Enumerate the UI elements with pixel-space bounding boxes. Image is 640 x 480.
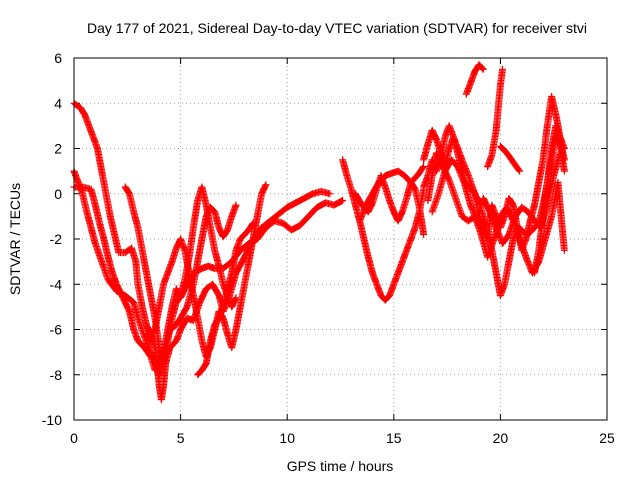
x-axis-label: GPS time / hours xyxy=(287,458,394,474)
sdtvar-points xyxy=(70,61,568,404)
data-points xyxy=(70,61,568,404)
x-tick-label: 0 xyxy=(70,430,78,446)
y-axis-label: SDTVAR / TECUs xyxy=(7,183,23,295)
y-tick-label: -2 xyxy=(50,231,63,247)
x-tick-label: 15 xyxy=(386,430,402,446)
axis-ticks: 0 5 10 15 20 25 -10 -8 -6 -4 -2 0 2 4 6 xyxy=(42,50,615,446)
x-tick-label: 25 xyxy=(599,430,615,446)
y-tick-label: -6 xyxy=(50,322,63,338)
x-tick-label: 5 xyxy=(177,430,185,446)
x-tick-label: 20 xyxy=(493,430,509,446)
y-tick-label: 0 xyxy=(54,186,62,202)
y-tick-label: -8 xyxy=(50,367,63,383)
y-tick-label: 2 xyxy=(54,141,62,157)
y-tick-label: 6 xyxy=(54,50,62,66)
y-tick-label: -10 xyxy=(42,412,62,428)
x-tick-label: 10 xyxy=(279,430,295,446)
plot-frame xyxy=(73,57,608,421)
y-tick-label: 4 xyxy=(54,95,62,111)
y-tick-label: -4 xyxy=(50,276,63,292)
chart-title: Day 177 of 2021, Sidereal Day-to-day VTE… xyxy=(87,20,587,36)
